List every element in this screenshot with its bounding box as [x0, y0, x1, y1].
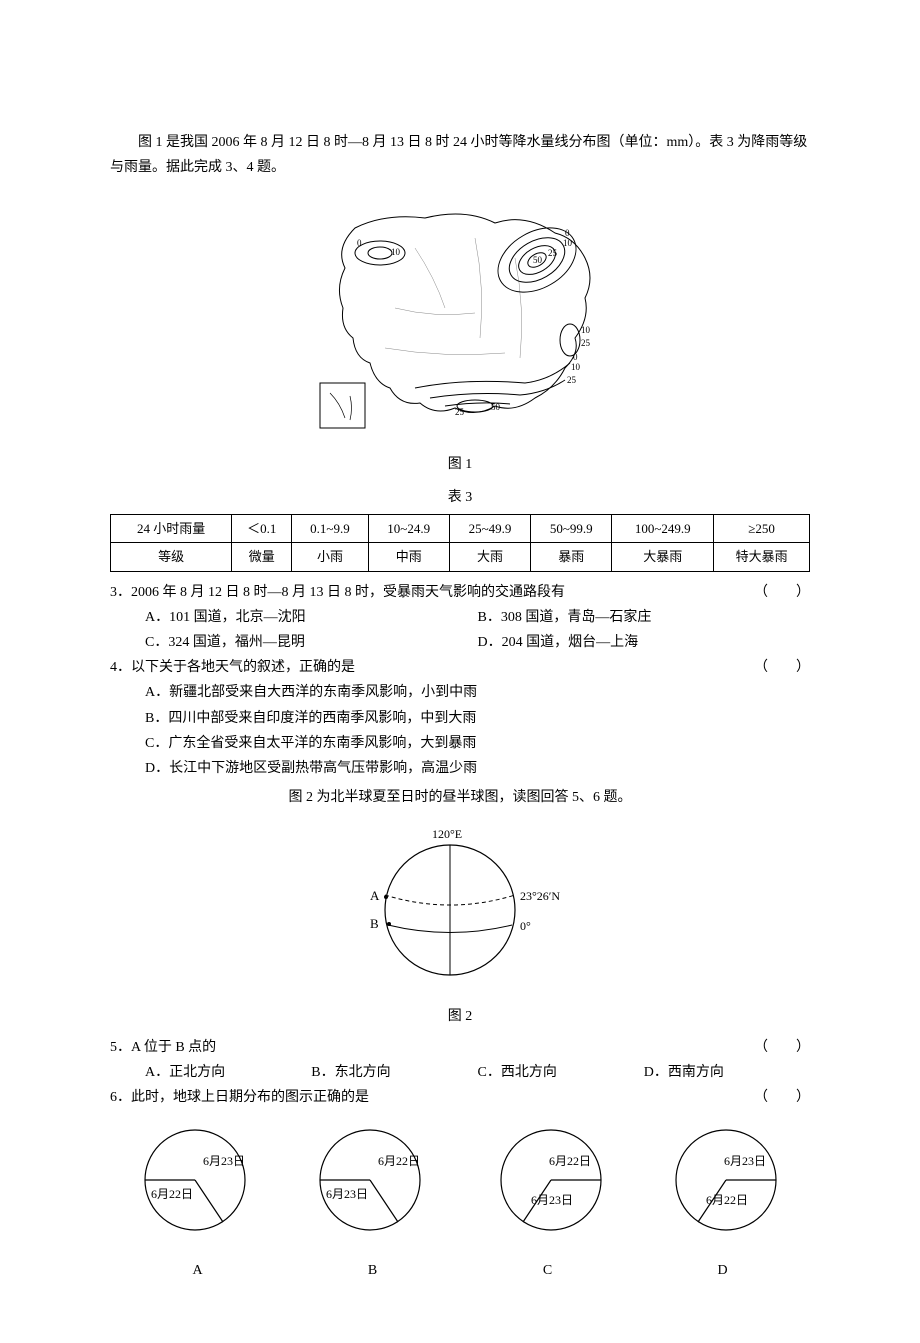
- label-point-b: B: [370, 916, 379, 931]
- q3-option-a: A．101 国道，北京—沈阳: [145, 605, 478, 630]
- question-3-stem: 3．2006 年 8 月 12 日 8 时—8 月 13 日 8 时，受暴雨天气…: [110, 580, 565, 605]
- pie-b: 6月22日 6月23日: [298, 1120, 448, 1249]
- q5-option-b: B．东北方向: [311, 1060, 477, 1085]
- contour-label: 25: [567, 375, 577, 385]
- table-row: 24 小时雨量 ＜0.1 0.1~9.9 10~24.9 25~49.9 50~…: [111, 514, 810, 542]
- table-cell: ＜0.1: [232, 514, 292, 542]
- question-3-stem-row: 3．2006 年 8 月 12 日 8 时—8 月 13 日 8 时，受暴雨天气…: [110, 580, 810, 605]
- pie-a: 6月23日 6月22日: [123, 1120, 273, 1249]
- q4-option-d: D．长江中下游地区受副热带高气压带影响，高温少雨: [145, 756, 810, 781]
- figure-2-container: 120°E 23°26′N 0° A B 图 2: [110, 820, 810, 1028]
- answer-paren: （）: [754, 655, 838, 680]
- answer-paren: （）: [754, 580, 838, 605]
- figure-2-label: 图 2: [110, 1004, 810, 1029]
- figure-1-label: 图 1: [110, 452, 810, 477]
- question-6-stem: 6．此时，地球上日期分布的图示正确的是: [110, 1085, 369, 1110]
- table-cell: 50~99.9: [531, 514, 612, 542]
- table-cell: ≥250: [714, 514, 810, 542]
- pie-d-lower: 6月22日: [706, 1193, 748, 1207]
- table-cell: 25~49.9: [449, 514, 530, 542]
- contour-label: 10: [581, 325, 591, 335]
- table-cell: 微量: [232, 543, 292, 571]
- hemisphere-diagram: 120°E 23°26′N 0° A B: [320, 820, 600, 990]
- question-4-options: A．新疆北部受来自大西洋的东南季风影响，小到中雨 B．四川中部受来自印度洋的西南…: [110, 680, 810, 781]
- pie-label-c: C: [460, 1258, 635, 1283]
- q3-option-d: D．204 国道，烟台—上海: [478, 630, 811, 655]
- pie-b-upper: 6月22日: [378, 1154, 420, 1168]
- pie-d-upper: 6月23日: [724, 1154, 766, 1168]
- answer-paren: （）: [754, 1085, 838, 1110]
- question-5-stem: 5．A 位于 B 点的: [110, 1035, 216, 1060]
- question-3-options: A．101 国道，北京—沈阳 B．308 国道，青岛—石家庄 C．324 国道，…: [110, 605, 810, 655]
- contour-label: 50: [533, 255, 543, 265]
- contour-label: 50: [491, 402, 501, 412]
- question-4-stem: 4．以下关于各地天气的叙述，正确的是: [110, 655, 355, 680]
- label-point-a: A: [370, 888, 380, 903]
- table-cell: 0.1~9.9: [292, 514, 368, 542]
- rainfall-grade-table: 24 小时雨量 ＜0.1 0.1~9.9 10~24.9 25~49.9 50~…: [110, 514, 810, 572]
- table-cell: 特大暴雨: [714, 543, 810, 571]
- pie-label-a: A: [110, 1258, 285, 1283]
- pie-labels: A B C D: [110, 1258, 810, 1283]
- intro-paragraph: 图 1 是我国 2006 年 8 月 12 日 8 时—8 月 13 日 8 时…: [110, 130, 810, 180]
- pie-c: 6月22日 6月23日: [473, 1120, 623, 1249]
- table-cell: 100~249.9: [612, 514, 714, 542]
- pie-diagrams-row: 6月23日 6月22日 6月22日 6月23日 6月22日 6月23日 6月23…: [110, 1120, 810, 1249]
- contour-label: 10: [391, 247, 401, 257]
- contour-label: 25: [581, 338, 591, 348]
- sub-intro: 图 2 为北半球夏至日时的昼半球图，读图回答 5、6 题。: [110, 785, 810, 810]
- q4-option-c: C．广东全省受来自太平洋的东南季风影响，大到暴雨: [145, 731, 810, 756]
- pie-c-upper: 6月22日: [549, 1154, 591, 1168]
- question-5-stem-row: 5．A 位于 B 点的 （）: [110, 1035, 810, 1060]
- table-cell: 小雨: [292, 543, 368, 571]
- table-cell: 大暴雨: [612, 543, 714, 571]
- table-cell: 暴雨: [531, 543, 612, 571]
- contour-label: 10: [571, 362, 581, 372]
- q3-option-c: C．324 国道，福州—昆明: [145, 630, 478, 655]
- figure-1-container: 0 10 0 10 25 50 0 10 25 50 25 10 25 图 1: [110, 188, 810, 476]
- pie-d: 6月23日 6月22日: [648, 1120, 798, 1249]
- contour-label: 10: [563, 238, 573, 248]
- table-3-label: 表 3: [110, 485, 810, 510]
- pie-c-lower: 6月23日: [531, 1193, 573, 1207]
- table-cell: 等级: [111, 543, 232, 571]
- q5-option-a: A．正北方向: [145, 1060, 311, 1085]
- q5-option-d: D．西南方向: [644, 1060, 810, 1085]
- q5-option-c: C．西北方向: [478, 1060, 644, 1085]
- table-cell: 10~24.9: [368, 514, 449, 542]
- table-cell: 中雨: [368, 543, 449, 571]
- table-row: 等级 微量 小雨 中雨 大雨 暴雨 大暴雨 特大暴雨: [111, 543, 810, 571]
- table-cell: 24 小时雨量: [111, 514, 232, 542]
- label-tropic: 23°26′N: [520, 889, 560, 903]
- label-120e: 120°E: [432, 827, 462, 841]
- label-equator: 0°: [520, 919, 531, 933]
- question-4-stem-row: 4．以下关于各地天气的叙述，正确的是 （）: [110, 655, 810, 680]
- contour-label: 0: [565, 228, 570, 238]
- pie-label-b: B: [285, 1258, 460, 1283]
- contour-label: 25: [548, 248, 558, 258]
- question-5-options: A．正北方向 B．东北方向 C．西北方向 D．西南方向: [110, 1060, 810, 1085]
- answer-paren: （）: [754, 1035, 838, 1060]
- pie-b-lower: 6月23日: [326, 1187, 368, 1201]
- q4-option-a: A．新疆北部受来自大西洋的东南季风影响，小到中雨: [145, 680, 810, 705]
- contour-label: 25: [455, 407, 465, 417]
- china-map: 0 10 0 10 25 50 0 10 25 50 25 10 25: [295, 188, 625, 438]
- table-cell: 大雨: [449, 543, 530, 571]
- q3-option-b: B．308 国道，青岛—石家庄: [478, 605, 811, 630]
- pie-a-upper: 6月23日: [203, 1154, 245, 1168]
- contour-label: 0: [357, 238, 362, 248]
- q4-option-b: B．四川中部受来自印度洋的西南季风影响，中到大雨: [145, 706, 810, 731]
- pie-a-lower: 6月22日: [151, 1187, 193, 1201]
- pie-label-d: D: [635, 1258, 810, 1283]
- question-6-stem-row: 6．此时，地球上日期分布的图示正确的是 （）: [110, 1085, 810, 1110]
